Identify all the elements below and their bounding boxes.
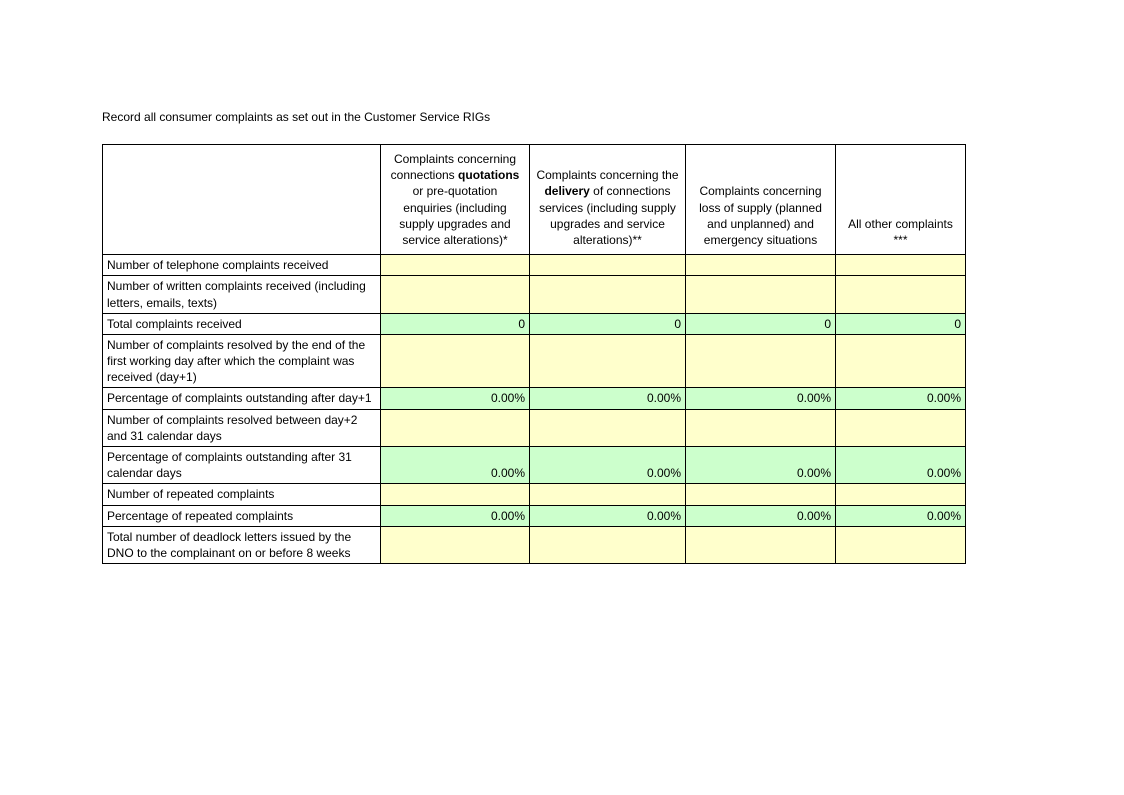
data-cell: 0 [530, 313, 686, 334]
data-cell: 0.00% [530, 505, 686, 526]
data-cell [381, 484, 530, 505]
row-label: Number of telephone complaints received [103, 255, 381, 276]
row-label: Percentage of complaints outstanding aft… [103, 447, 381, 484]
table-row: Number of telephone complaints received [103, 255, 966, 276]
table-row: Percentage of complaints outstanding aft… [103, 388, 966, 409]
data-cell [686, 526, 836, 563]
data-cell [836, 334, 966, 388]
table-row: Number of complaints resolved between da… [103, 409, 966, 446]
data-cell: 0.00% [686, 388, 836, 409]
header-blank [103, 145, 381, 255]
data-cell [381, 334, 530, 388]
data-cell: 0.00% [836, 388, 966, 409]
data-cell: 0.00% [686, 447, 836, 484]
col-header-2: Complaints concerning the delivery of co… [530, 145, 686, 255]
data-cell: 0.00% [381, 447, 530, 484]
col-header-1: Complaints concerning connections quotat… [381, 145, 530, 255]
data-cell [530, 255, 686, 276]
data-cell [686, 334, 836, 388]
data-cell [686, 484, 836, 505]
row-label: Total number of deadlock letters issued … [103, 526, 381, 563]
row-label: Percentage of repeated complaints [103, 505, 381, 526]
data-cell: 0 [381, 313, 530, 334]
data-cell [530, 334, 686, 388]
data-cell [530, 409, 686, 446]
row-label: Total complaints received [103, 313, 381, 334]
data-cell: 0 [836, 313, 966, 334]
data-cell [686, 409, 836, 446]
data-cell [686, 276, 836, 313]
row-label: Number of complaints resolved between da… [103, 409, 381, 446]
data-cell [381, 276, 530, 313]
table-row: Number of written complaints received (i… [103, 276, 966, 313]
complaints-table: Complaints concerning connections quotat… [102, 144, 966, 564]
header-row: Complaints concerning connections quotat… [103, 145, 966, 255]
data-cell [530, 276, 686, 313]
table-row: Percentage of complaints outstanding aft… [103, 447, 966, 484]
data-cell: 0.00% [381, 388, 530, 409]
data-cell [836, 484, 966, 505]
row-label: Number of repeated complaints [103, 484, 381, 505]
data-cell [686, 255, 836, 276]
page: Record all consumer complaints as set ou… [0, 0, 1124, 564]
data-cell [381, 255, 530, 276]
data-cell [836, 409, 966, 446]
data-cell [836, 526, 966, 563]
data-cell [836, 276, 966, 313]
table-row: Total complaints received0000 [103, 313, 966, 334]
data-cell: 0.00% [530, 447, 686, 484]
row-label: Number of complaints resolved by the end… [103, 334, 381, 388]
data-cell [530, 484, 686, 505]
data-cell: 0.00% [836, 447, 966, 484]
col-header-4: All other complaints *** [836, 145, 966, 255]
row-label: Percentage of complaints outstanding aft… [103, 388, 381, 409]
page-title: Record all consumer complaints as set ou… [102, 110, 1034, 124]
table-row: Number of repeated complaints [103, 484, 966, 505]
row-label: Number of written complaints received (i… [103, 276, 381, 313]
table-body: Number of telephone complaints receivedN… [103, 255, 966, 564]
data-cell: 0.00% [836, 505, 966, 526]
data-cell [381, 526, 530, 563]
data-cell [530, 526, 686, 563]
table-row: Number of complaints resolved by the end… [103, 334, 966, 388]
data-cell [836, 255, 966, 276]
data-cell: 0 [686, 313, 836, 334]
data-cell: 0.00% [530, 388, 686, 409]
data-cell [381, 409, 530, 446]
col-header-3: Complaints concerning loss of supply (pl… [686, 145, 836, 255]
table-row: Total number of deadlock letters issued … [103, 526, 966, 563]
data-cell: 0.00% [686, 505, 836, 526]
table-row: Percentage of repeated complaints0.00%0.… [103, 505, 966, 526]
data-cell: 0.00% [381, 505, 530, 526]
